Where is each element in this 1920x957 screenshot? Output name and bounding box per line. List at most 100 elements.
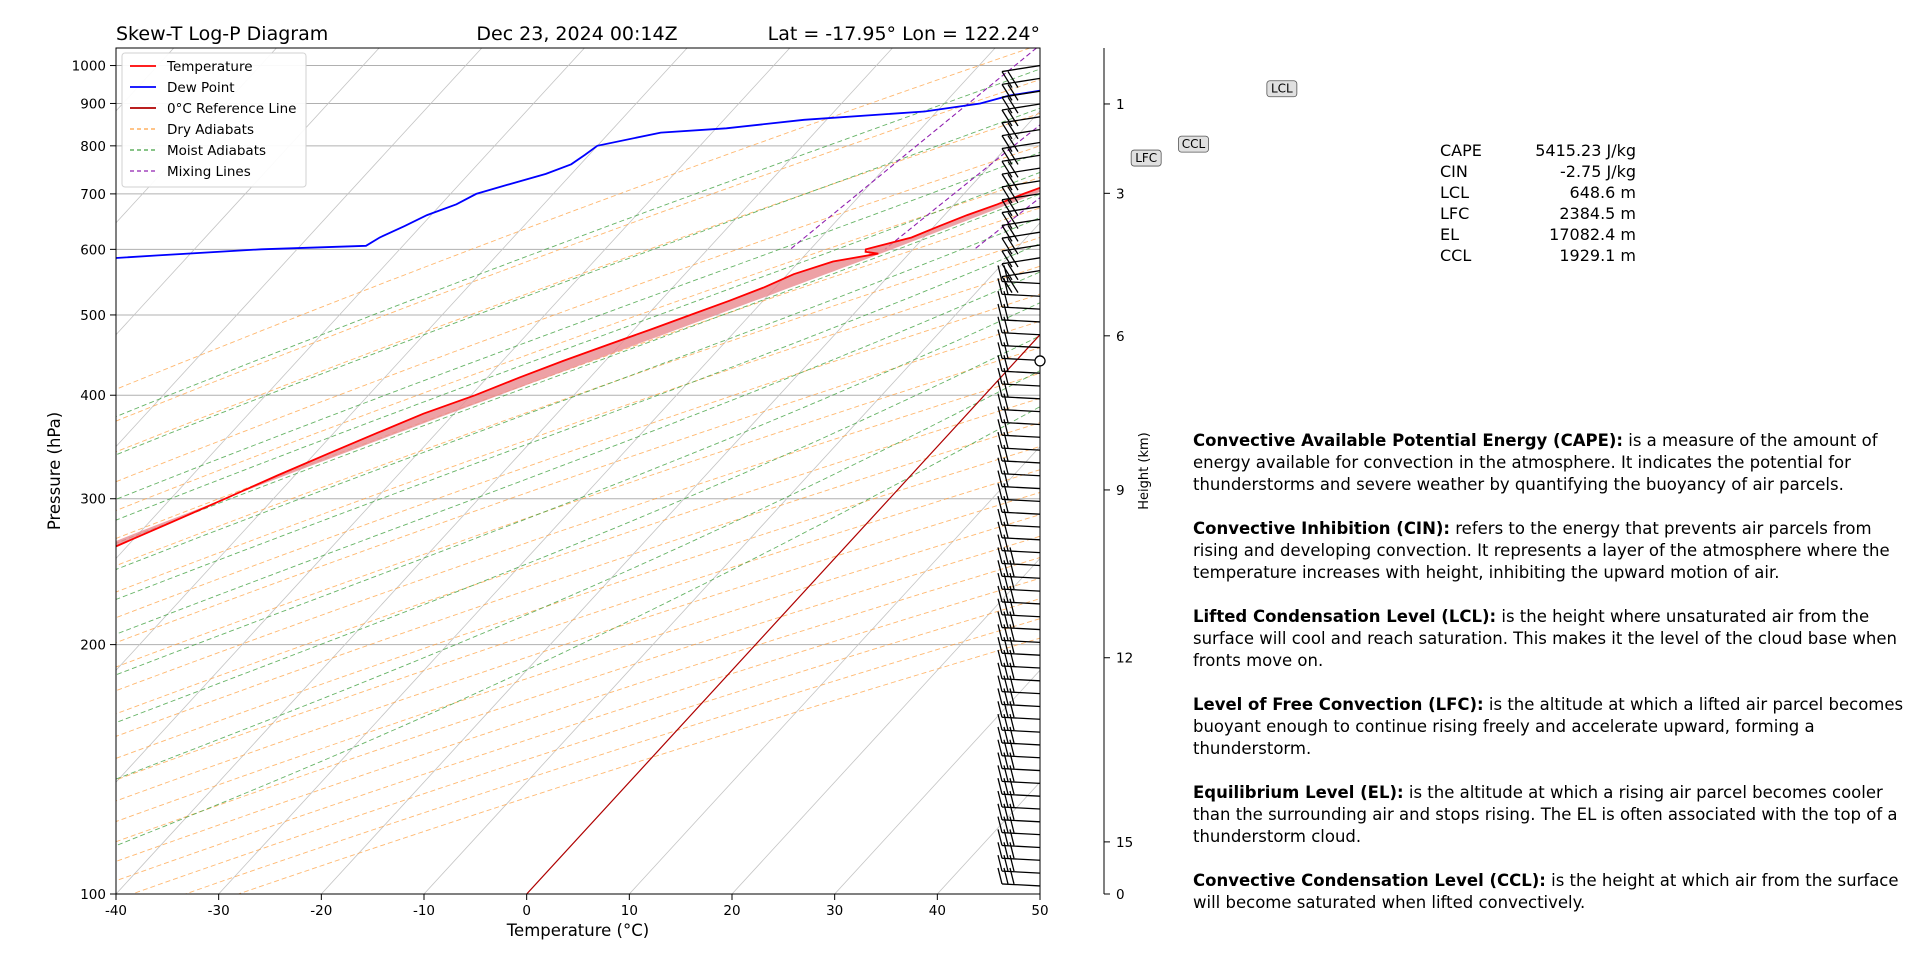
wind-barb-flag (997, 367, 1003, 385)
wind-barb (997, 637, 1041, 656)
wind-barb (997, 431, 1041, 451)
wind-barb (1001, 193, 1041, 217)
chart-location: Lat = -17.95° Lon = 122.24° (768, 23, 1040, 45)
wind-barb-flag (997, 470, 1003, 487)
dry-adiabat (116, 491, 1040, 802)
height-tick-label: 3 (1116, 186, 1125, 202)
definition-item: Equilibrium Level (EL): is the altitude … (1193, 782, 1905, 848)
wind-barb-flag (1001, 173, 1013, 191)
wind-barb (997, 547, 1041, 567)
wind-barb-shaft (1001, 601, 1041, 605)
isotherm (116, 48, 380, 336)
definition-term: Convective Inhibition (CIN): (1193, 519, 1451, 538)
stat-row: CCL 1929.1 m (1440, 245, 1636, 266)
wind-barb (1001, 180, 1041, 204)
x-tick-label: 50 (1031, 903, 1048, 919)
wind-barb-flag (1001, 135, 1013, 152)
definition-item: Lifted Condensation Level (LCL): is the … (1193, 606, 1905, 672)
isotherm (218, 48, 996, 894)
level-label-text: CCL (1182, 137, 1206, 151)
dewpoint-line (116, 89, 1040, 259)
wind-barb-flag (1009, 765, 1015, 782)
wind-barb-flag (1009, 803, 1015, 820)
wind-barb-shaft (1001, 141, 1041, 150)
wind-barb (997, 675, 1041, 695)
stat-row: CIN -2.75 J/kg (1440, 161, 1636, 182)
wind-barb-flag (1003, 380, 1009, 397)
isotherm (731, 557, 1040, 894)
wind-barb-flag (997, 765, 1003, 782)
wind-barb (1001, 231, 1041, 255)
wind-barb-flag (1003, 675, 1009, 692)
wind-barb-flag (1001, 96, 1013, 114)
level-marker (1300, 85, 1309, 94)
wind-barb-flag (1007, 122, 1019, 140)
height-tick-label: 9 (1116, 483, 1125, 499)
height-axis-label: Height (km) (1137, 432, 1152, 509)
wind-barb-shaft (1001, 780, 1041, 785)
level-label: LFC (1130, 149, 1162, 167)
wind-barb-flag (1009, 726, 1015, 744)
wind-barb-shaft (1001, 524, 1041, 528)
wind-barb-flag (1009, 572, 1015, 590)
wind-barb-flag (1007, 84, 1019, 101)
wind-barb-shaft (1001, 703, 1041, 708)
definition-text: is the altitude at which a rising air pa… (1193, 783, 1898, 846)
wind-barb-shaft (1001, 485, 1041, 490)
wind-barb (997, 457, 1041, 477)
dry-adiabat (116, 469, 1040, 781)
wind-barb-flag (1003, 662, 1009, 679)
wind-barb-flag (997, 572, 1003, 590)
y-tick-label: 800 (80, 139, 106, 155)
wind-barb (997, 483, 1041, 503)
wind-barb-flag (1007, 276, 1019, 293)
dry-adiabat (116, 293, 1040, 619)
wind-barb (997, 790, 1041, 810)
wind-barb-flag (997, 713, 1003, 731)
zero-reference-line (526, 333, 1040, 894)
wind-barb-flag (1003, 457, 1009, 474)
wind-barb-flag (1007, 212, 1019, 229)
wind-barb-flag (997, 393, 1003, 410)
wind-barb (997, 688, 1041, 708)
wind-barb-flag (1003, 444, 1009, 462)
wind-barb-flag (1003, 534, 1009, 551)
y-tick-label: 600 (80, 242, 106, 258)
stat-label: CIN (1440, 162, 1468, 181)
wind-barb-shaft (1001, 421, 1041, 426)
wind-barb-shaft (1001, 549, 1041, 554)
wind-barb-shaft (1001, 498, 1041, 503)
mixing-line (789, 48, 1037, 250)
wind-barb (997, 470, 1041, 490)
wind-barb-flag (997, 778, 1003, 795)
wind-barb-flag (997, 547, 1003, 564)
mixing-line (884, 124, 1040, 250)
wind-barb-shaft (1001, 64, 1041, 73)
isotherm (321, 110, 1040, 894)
wind-barb-flag (997, 816, 1003, 833)
wind-barb-flag (1003, 560, 1009, 577)
wind-barb-flag (997, 278, 1003, 295)
isotherm (116, 48, 483, 448)
wind-barb-shaft (1001, 447, 1041, 451)
x-tick-label: 20 (723, 903, 740, 919)
wind-barb-flag (997, 521, 1003, 538)
definition-text: is the altitude at which a lifted air pa… (1193, 695, 1904, 758)
wind-barb-flag (997, 303, 1003, 321)
wind-barb-flag (1003, 790, 1009, 808)
wind-barb-flag (1003, 496, 1009, 513)
wind-barb-flag (1001, 71, 1013, 88)
dry-adiabat (116, 207, 1040, 539)
wind-barb-shaft (1001, 562, 1041, 567)
wind-barb-shaft (1001, 257, 1041, 265)
wind-barb-flag (1009, 713, 1015, 731)
wind-barb-shaft (1001, 652, 1041, 656)
level-label: LCL (1266, 80, 1298, 98)
wind-barb-flag (997, 560, 1003, 577)
level-label-text: LFC (1135, 151, 1157, 165)
wind-barb-shaft (1001, 614, 1041, 618)
definition-text: is the height where unsaturated air from… (1193, 607, 1897, 670)
wind-barb-flag (1003, 483, 1009, 500)
wind-barb-flag (1007, 135, 1019, 152)
wind-barb-flag (1003, 637, 1009, 654)
